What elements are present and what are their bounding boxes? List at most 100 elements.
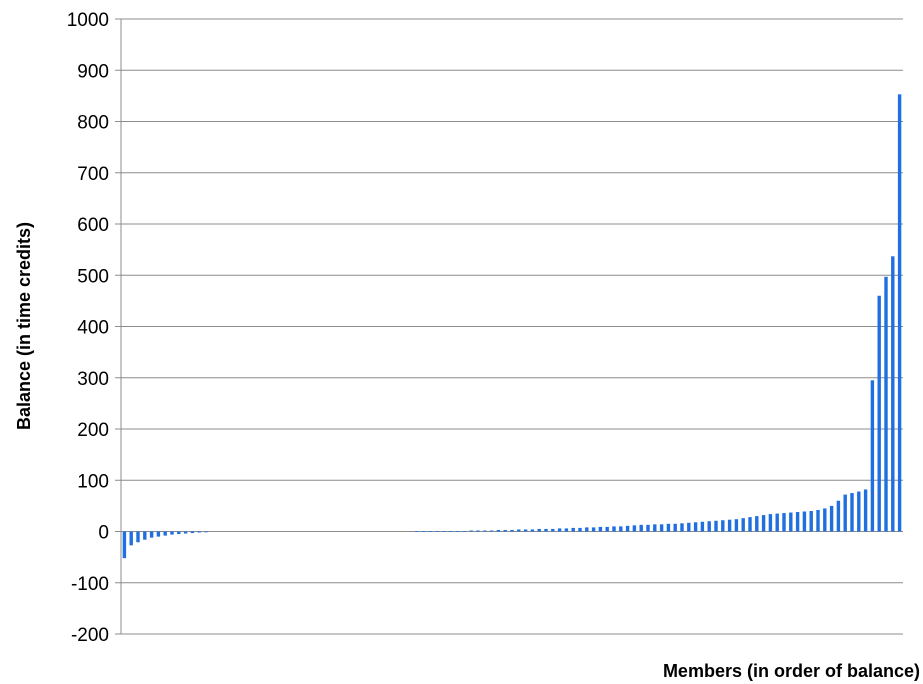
bar [775, 513, 779, 532]
bar [700, 521, 705, 532]
bar [415, 530, 419, 532]
bar [687, 522, 691, 532]
bar [428, 530, 433, 532]
bar [557, 528, 562, 532]
bar [870, 380, 875, 532]
bar [782, 513, 786, 532]
bar [809, 511, 813, 532]
bar [721, 520, 725, 532]
bar [666, 523, 671, 532]
bar [476, 530, 480, 532]
bar [897, 94, 902, 532]
bar [816, 509, 820, 532]
bar [503, 529, 507, 532]
bar [523, 529, 528, 532]
y-axis-title: Balance (in time credits) [14, 222, 34, 430]
bar [823, 508, 827, 532]
bar [197, 531, 201, 533]
bar [598, 526, 603, 532]
bar [680, 523, 684, 532]
y-tick-label: 1000 [67, 10, 109, 31]
bar [455, 530, 460, 532]
bar [857, 491, 861, 532]
y-tick-label: 600 [77, 215, 109, 236]
y-tick-label: 100 [77, 471, 109, 492]
bar [442, 530, 446, 532]
bar [789, 512, 793, 532]
y-tick-label: -100 [71, 574, 109, 595]
bar [768, 514, 773, 532]
bar [435, 530, 439, 532]
bar [190, 531, 195, 534]
gridlines [121, 18, 903, 635]
bar [884, 276, 888, 532]
bar [585, 527, 589, 532]
y-tick-label: 700 [77, 164, 109, 185]
bar [204, 531, 208, 533]
bar [544, 528, 548, 532]
bar [564, 528, 569, 532]
bar [605, 526, 609, 532]
y-tick-label: 0 [98, 523, 109, 544]
bar [612, 526, 616, 532]
bar [136, 531, 140, 543]
bar [639, 524, 643, 532]
bar [591, 527, 596, 532]
y-tick-label: 300 [77, 369, 109, 390]
bar [653, 524, 657, 532]
bar [863, 489, 868, 532]
bar [537, 528, 541, 532]
y-tick-label: 200 [77, 420, 109, 441]
bar [891, 256, 895, 532]
bar [843, 494, 847, 532]
bar [122, 531, 127, 559]
bar [693, 522, 698, 532]
bar [496, 529, 501, 532]
bar [156, 531, 161, 537]
bars [122, 94, 902, 559]
bar [727, 519, 732, 532]
bar [646, 524, 650, 532]
bar [802, 511, 807, 532]
bar [755, 516, 759, 532]
axes [115, 18, 122, 635]
bar [149, 531, 154, 538]
y-tick-label: 800 [77, 113, 109, 134]
bar [143, 531, 147, 540]
bar [734, 519, 739, 532]
bar [483, 530, 487, 532]
bar [469, 530, 473, 532]
x-axis-title: Members (in order of balance) [663, 661, 920, 681]
bar [714, 520, 718, 532]
bar [462, 530, 467, 532]
bar [170, 531, 174, 535]
bar [510, 529, 514, 532]
bar [877, 295, 881, 532]
y-tick-label: 900 [77, 61, 109, 82]
bar [619, 526, 623, 532]
bar [829, 505, 834, 532]
bar [659, 524, 664, 532]
bar [421, 530, 426, 532]
bar [163, 531, 167, 536]
bar [836, 500, 841, 532]
bar [578, 527, 582, 532]
bar [761, 515, 766, 532]
bar [517, 529, 521, 532]
bar [177, 531, 181, 535]
bar [748, 517, 752, 532]
bar [129, 531, 133, 546]
y-tick-label: 400 [77, 318, 109, 339]
bar [449, 530, 453, 532]
bar [850, 493, 854, 532]
bar [632, 525, 637, 532]
bar [571, 527, 575, 532]
y-tick-label: 500 [77, 266, 109, 287]
bar [530, 529, 535, 532]
bar [489, 530, 494, 532]
bar [795, 512, 800, 532]
bar [183, 531, 188, 534]
